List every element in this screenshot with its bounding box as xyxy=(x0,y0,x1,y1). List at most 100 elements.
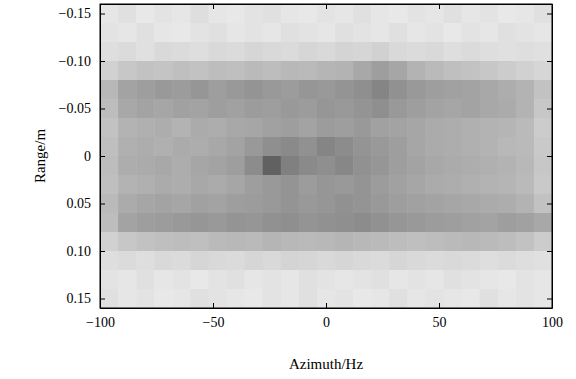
cell xyxy=(353,4,372,24)
tick-mark xyxy=(326,4,327,9)
cell xyxy=(498,194,517,214)
cell xyxy=(245,118,264,138)
tick-mark xyxy=(100,251,105,252)
cell xyxy=(227,23,246,43)
cell xyxy=(136,23,155,43)
cell xyxy=(462,99,481,119)
cell xyxy=(444,42,463,62)
tick: −50 xyxy=(203,303,225,330)
cell xyxy=(444,118,463,138)
cell xyxy=(534,99,552,119)
tick xyxy=(439,4,440,9)
cell xyxy=(136,99,155,119)
cell xyxy=(172,232,191,252)
cell xyxy=(534,194,552,214)
cell xyxy=(498,80,517,100)
cell xyxy=(425,213,444,233)
cell xyxy=(353,213,372,233)
cell xyxy=(389,270,408,290)
cell xyxy=(281,137,300,157)
cell xyxy=(498,42,517,62)
cell xyxy=(425,289,444,308)
cell xyxy=(389,4,408,24)
cell xyxy=(335,270,354,290)
cell xyxy=(172,156,191,176)
tick-mark xyxy=(326,303,327,308)
cell xyxy=(371,175,390,195)
tick-mark xyxy=(547,109,552,110)
cell xyxy=(335,118,354,138)
cell xyxy=(118,61,137,81)
cell xyxy=(245,194,264,214)
cell xyxy=(263,80,282,100)
cell xyxy=(462,137,481,157)
cell xyxy=(281,213,300,233)
cell xyxy=(371,251,390,271)
cell xyxy=(462,194,481,214)
cell xyxy=(190,42,209,62)
cell xyxy=(353,232,372,252)
y-axis: −0.15−0.10−0.0500.050.100.15 xyxy=(59,5,105,309)
cell xyxy=(172,118,191,138)
cell xyxy=(299,61,318,81)
cell xyxy=(480,61,499,81)
cell xyxy=(227,80,246,100)
cell xyxy=(534,23,552,43)
cell xyxy=(407,118,426,138)
cell xyxy=(100,175,119,195)
cell xyxy=(516,23,535,43)
cell xyxy=(516,232,535,252)
cell xyxy=(154,23,173,43)
cell xyxy=(208,175,227,195)
cell xyxy=(281,99,300,119)
cell xyxy=(190,99,209,119)
cell xyxy=(299,270,318,290)
cell xyxy=(245,175,264,195)
chart: −100−50050100−0.15−0.10−0.0500.050.100.1… xyxy=(0,0,576,379)
cell xyxy=(172,4,191,24)
cell xyxy=(100,156,119,176)
tick-label: −0.10 xyxy=(59,54,91,69)
tick: −0.05 xyxy=(59,101,105,116)
cell xyxy=(136,251,155,271)
cell xyxy=(335,137,354,157)
cell xyxy=(444,251,463,271)
cell xyxy=(371,156,390,176)
cell xyxy=(136,42,155,62)
cell xyxy=(154,61,173,81)
cell xyxy=(335,99,354,119)
cell xyxy=(462,4,481,24)
cell xyxy=(444,4,463,24)
tick-mark xyxy=(100,61,105,62)
cell xyxy=(425,156,444,176)
cell xyxy=(317,213,336,233)
cell xyxy=(498,23,517,43)
tick-label: −0.15 xyxy=(59,6,91,21)
cell xyxy=(516,156,535,176)
frame xyxy=(100,4,552,308)
tick: −0.15 xyxy=(59,6,105,21)
tick-label: −100 xyxy=(86,315,115,330)
cell xyxy=(100,289,119,308)
cell xyxy=(498,118,517,138)
cell xyxy=(317,289,336,308)
cell xyxy=(227,232,246,252)
cell xyxy=(227,175,246,195)
cell xyxy=(498,156,517,176)
cell xyxy=(190,270,209,290)
cell xyxy=(498,213,517,233)
cell xyxy=(516,270,535,290)
cell xyxy=(444,175,463,195)
tick xyxy=(547,14,552,15)
cell xyxy=(371,232,390,252)
cell xyxy=(462,156,481,176)
cell xyxy=(245,137,264,157)
cell xyxy=(208,118,227,138)
cell xyxy=(227,118,246,138)
cell xyxy=(317,42,336,62)
cell xyxy=(118,270,137,290)
cell xyxy=(299,118,318,138)
tick-label: 0 xyxy=(84,149,91,164)
cell xyxy=(335,213,354,233)
cell xyxy=(208,80,227,100)
